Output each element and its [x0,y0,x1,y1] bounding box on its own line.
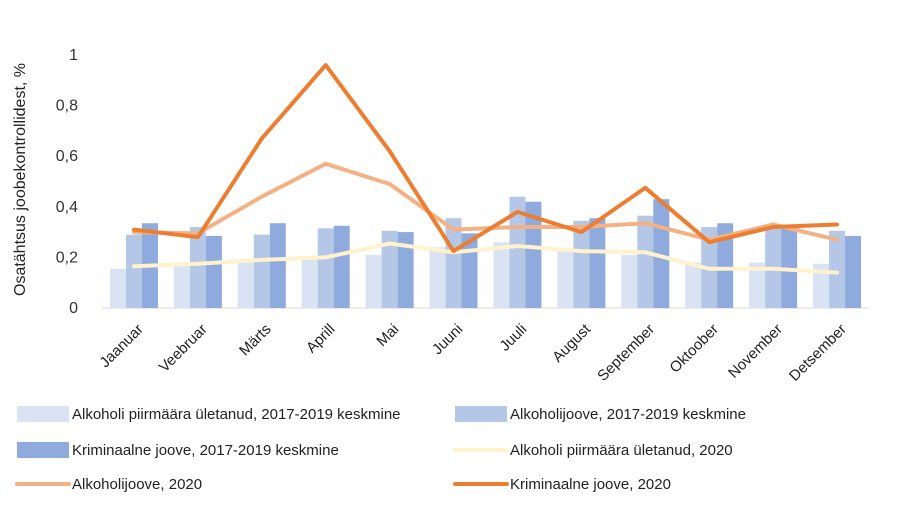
legend-label: Kriminaalne joove, 2020 [510,476,671,493]
x-tick-label: Aprill [303,321,339,357]
bar [829,230,846,308]
bar [397,232,414,308]
x-tick-label: Detsember [786,321,850,385]
bar [813,263,830,308]
legend-label: Alkoholi piirmäära ületanud, 2020 [510,442,733,459]
bar [381,230,398,308]
x-tick-label: Oktoober [666,321,722,377]
bar [429,247,446,308]
lines-layer [132,63,839,275]
bar [557,249,574,308]
legend-item: Alkoholijoove, 2020 [15,476,202,493]
legend-label: Alkoholijoove, 2020 [72,476,202,493]
x-tick-label: Juuni [429,321,466,358]
legend-swatch [455,406,507,422]
bar [717,223,734,308]
bar [573,220,590,308]
legend-swatch [17,406,69,422]
bar [189,227,206,308]
legend-item: Alkoholi piirmäära ületanud, 2020 [453,442,733,459]
x-tick-label: Juuli [496,321,530,355]
bar [589,218,606,308]
bar [173,264,190,308]
x-tick-label: Mai [373,321,402,350]
y-tick-label: 0,4 [56,199,78,216]
legend: Alkoholi piirmäära ületanud, 2017-2019 k… [15,406,746,493]
bar [301,257,318,308]
bar [317,228,334,308]
legend-label: Alkoholi piirmäära ületanud, 2017-2019 k… [72,406,401,423]
y-tick-label: 1 [69,47,78,64]
x-tick-label: Veebruar [156,321,211,376]
series-line [132,241,839,275]
bar [205,235,222,308]
bar [109,268,126,308]
legend-item: Alkoholijoove, 2017-2019 keskmine [455,406,746,423]
legend-swatch [17,442,69,458]
y-axis-label: Osatähtsus joobekontrollidest, % [12,63,29,296]
legend-label: Kriminaalne joove, 2017-2019 keskmine [72,442,339,459]
bars-layer [109,196,862,308]
y-tick-label: 0,8 [56,98,78,115]
bar [685,262,702,308]
bar [333,225,350,308]
legend-item: Kriminaalne joove, 2017-2019 keskmine [17,442,339,459]
bar [445,218,462,308]
bar [253,234,270,308]
y-tick-label: 0 [69,300,78,317]
bar [509,196,526,308]
x-tick-label: September [594,321,658,385]
x-tick-label: Märts [236,321,275,360]
x-tick-label: August [549,320,595,366]
x-tick-label: Jaanuar [96,321,146,371]
series-line [132,63,839,254]
bar [237,262,254,308]
x-tick-label: November [725,321,786,382]
bar [269,223,286,308]
y-tick-label: 0,2 [56,249,78,266]
bar [845,235,862,308]
legend-item: Kriminaalne joove, 2020 [453,476,671,493]
series-line [132,161,839,242]
y-tick-label: 0,6 [56,148,78,165]
legend-item: Alkoholi piirmäära ületanud, 2017-2019 k… [17,406,401,423]
bar [365,254,382,308]
bar [637,215,654,308]
legend-label: Alkoholijoove, 2017-2019 keskmine [510,406,746,423]
bar [749,262,766,308]
bar [621,254,638,308]
bar [493,242,510,308]
bar [125,234,142,308]
